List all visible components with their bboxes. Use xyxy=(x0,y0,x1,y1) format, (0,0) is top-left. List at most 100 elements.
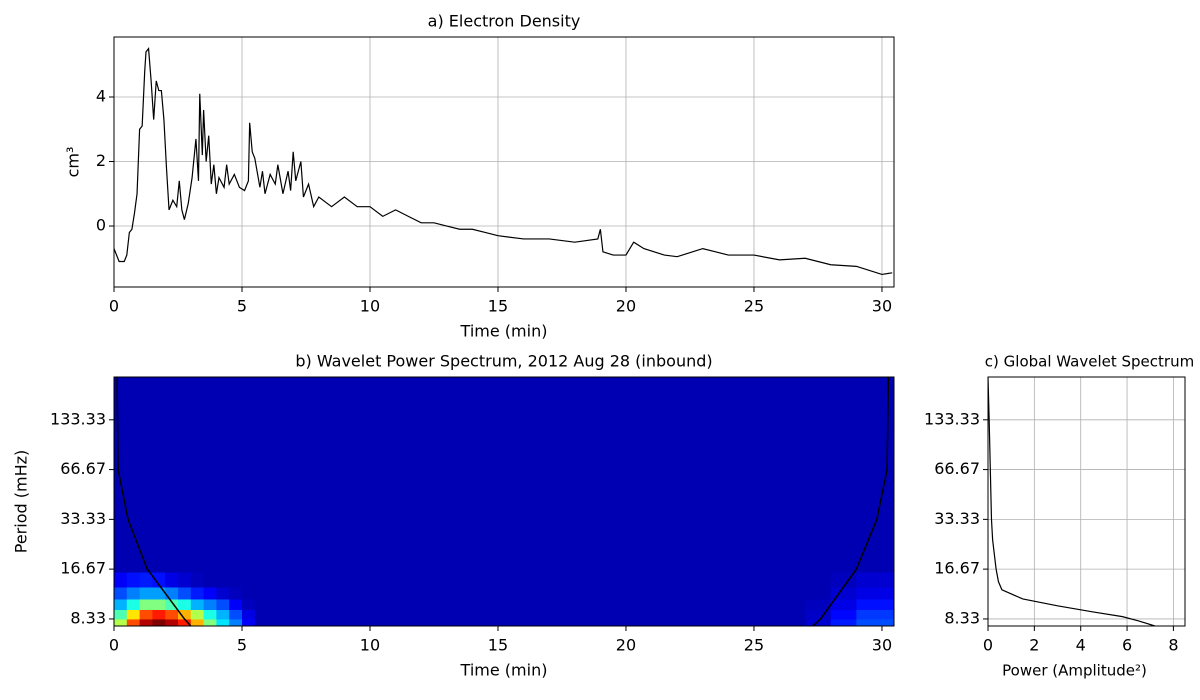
x-tick-label: 25 xyxy=(744,636,764,655)
axes-frame xyxy=(987,376,1186,627)
axes-frame xyxy=(113,376,895,627)
heat-cell xyxy=(241,377,256,573)
heat-cell xyxy=(216,598,230,611)
heat-cell xyxy=(126,572,141,588)
heat-cell xyxy=(152,598,166,611)
y-tick-label: 2 xyxy=(96,151,106,170)
heat-cell xyxy=(203,377,217,573)
heat-cell xyxy=(139,377,153,573)
heat-cell xyxy=(139,609,153,620)
x-tick-label: 30 xyxy=(872,636,892,655)
y-tick-label: 0 xyxy=(96,216,106,235)
heat-cell xyxy=(856,609,895,620)
heat-cell xyxy=(152,377,166,573)
heat-cell xyxy=(177,609,192,620)
heat-cell xyxy=(190,618,205,627)
heat-cell xyxy=(165,377,179,573)
heat-cell xyxy=(805,609,832,620)
heat-cell xyxy=(177,586,192,600)
heat-cell xyxy=(177,572,192,588)
heat-cell xyxy=(177,377,192,573)
panel: 0 5 10 15 20 25 30 8.33 16.67 33.33 66.67 133.33 b) … xyxy=(12,352,895,680)
heat-cell xyxy=(203,609,217,620)
x-tick-label: 0 xyxy=(109,297,119,316)
x-axis-label: Power (Amplitude²) xyxy=(1002,662,1147,680)
heat-cell xyxy=(229,609,243,620)
heat-cell xyxy=(254,377,806,573)
heat-cell xyxy=(114,572,128,588)
x-tick-label: 10 xyxy=(360,636,380,655)
x-tick-label: 6 xyxy=(1122,636,1132,655)
heat-cell xyxy=(203,618,217,627)
y-tick-label: 66.67 xyxy=(934,459,980,478)
heat-cell xyxy=(254,586,806,600)
x-tick-label: 20 xyxy=(616,297,636,316)
heat-cell xyxy=(190,598,205,611)
heat-cell xyxy=(216,586,230,600)
x-tick-label: 5 xyxy=(237,636,247,655)
y-tick-label: 16.67 xyxy=(60,559,106,578)
heat-cell xyxy=(241,618,256,627)
heat-cell xyxy=(165,586,179,600)
chart-title: c) Global Wavelet Spectrum xyxy=(985,353,1194,371)
heat-cell xyxy=(152,586,166,600)
x-axis-label: Time (min) xyxy=(460,661,548,680)
heat-cell xyxy=(856,598,895,611)
heat-cell xyxy=(241,586,256,600)
heat-cell xyxy=(830,618,857,627)
heat-cell xyxy=(229,586,243,600)
y-tick-label: 133.33 xyxy=(50,409,106,428)
x-tick-label: 15 xyxy=(488,297,508,316)
x-tick-label: 5 xyxy=(237,297,247,316)
y-tick-label: 16.67 xyxy=(934,559,980,578)
heat-cell xyxy=(229,618,243,627)
x-tick-label: 8 xyxy=(1168,636,1178,655)
heat-cell xyxy=(216,618,230,627)
heat-cell xyxy=(139,598,153,611)
x-tick-label: 0 xyxy=(983,636,993,655)
panel: 0 2 4 6 8 8.33 16.67 33.33 66.67 133.33 c) Global … xyxy=(924,353,1194,680)
y-axis-label: Period (mHz) xyxy=(12,450,31,553)
heat-cell xyxy=(229,598,243,611)
heat-cell xyxy=(830,586,857,600)
heat-cell xyxy=(830,377,857,573)
heat-cell xyxy=(229,377,243,573)
y-tick-label: 8.33 xyxy=(944,608,980,627)
heat-cell xyxy=(805,586,832,600)
heat-cell xyxy=(114,618,128,627)
heat-cell xyxy=(165,572,179,588)
heat-cell xyxy=(190,377,205,573)
heat-cell xyxy=(114,586,128,600)
x-tick-label: 30 xyxy=(872,297,892,316)
x-tick-label: 10 xyxy=(360,297,380,316)
axes-frame xyxy=(113,36,895,288)
heat-cell xyxy=(114,609,128,620)
heat-cell xyxy=(126,598,141,611)
y-tick-label: 4 xyxy=(96,87,106,106)
heat-cell xyxy=(177,618,192,627)
heat-cell xyxy=(254,572,806,588)
heat-cell xyxy=(229,572,243,588)
heat-cell xyxy=(830,598,857,611)
heat-cell xyxy=(856,572,895,588)
heat-cell xyxy=(254,618,806,627)
heat-cell xyxy=(203,572,217,588)
y-tick-label: 66.67 xyxy=(60,459,106,478)
heat-cell xyxy=(805,377,832,573)
heat-cell xyxy=(190,609,205,620)
heat-cell xyxy=(254,609,806,620)
heat-cell xyxy=(152,609,166,620)
chart-title: a) Electron Density xyxy=(428,12,581,31)
x-tick-label: 4 xyxy=(1076,636,1086,655)
heat-cell xyxy=(190,586,205,600)
heat-cell xyxy=(165,598,179,611)
heat-cell xyxy=(165,618,179,627)
chart-title: b) Wavelet Power Spectrum, 2012 Aug 28 (… xyxy=(295,352,712,371)
heat-cell xyxy=(216,609,230,620)
heat-cell xyxy=(139,572,153,588)
heat-cell xyxy=(254,598,806,611)
y-tick-label: 133.33 xyxy=(924,409,980,428)
heat-cell xyxy=(805,598,832,611)
heat-cell xyxy=(856,377,895,573)
